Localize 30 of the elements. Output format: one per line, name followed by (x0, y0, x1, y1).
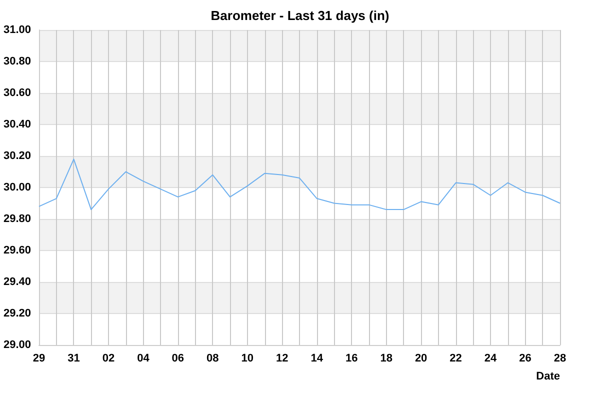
chart-title: Barometer - Last 31 days (in) (210, 8, 390, 23)
y-tick-label: 29.00 (3, 339, 31, 351)
x-tick-label: 14 (310, 352, 324, 364)
y-tick-label: 29.20 (3, 308, 31, 320)
y-tick-label: 30.00 (3, 182, 31, 194)
x-tick-label: 26 (519, 352, 532, 364)
y-tick-label: 30.20 (3, 150, 31, 162)
x-tick-label: 04 (137, 352, 150, 364)
x-tick-label: 29 (32, 352, 46, 364)
x-tick-label: 02 (102, 352, 115, 364)
y-tick-label: 29.60 (3, 244, 31, 256)
y-tick-label: 30.60 (3, 87, 31, 99)
x-tick-label: 18 (380, 352, 392, 364)
x-tick-label: 22 (450, 352, 462, 364)
x-tick-label: 20 (414, 352, 428, 364)
y-tick-label: 30.40 (3, 118, 31, 130)
y-tick-label: 31.00 (3, 24, 31, 36)
line-series (38, 158, 560, 210)
y-tick-label: 29.80 (3, 213, 31, 225)
x-tick-label: 16 (345, 352, 358, 364)
x-tick-label: 28 (554, 352, 566, 364)
x-tick-label: 12 (276, 352, 288, 364)
x-tick-label: 06 (172, 352, 184, 364)
x-tick-label: 10 (241, 352, 254, 364)
x-tick-label: 08 (206, 352, 219, 364)
x-axis-title: Date (536, 370, 560, 382)
y-tick-label: 29.40 (3, 276, 31, 288)
x-tick-label: 24 (484, 352, 498, 364)
y-tick-label: 30.80 (3, 56, 31, 68)
x-tick-label: 31 (68, 352, 80, 364)
